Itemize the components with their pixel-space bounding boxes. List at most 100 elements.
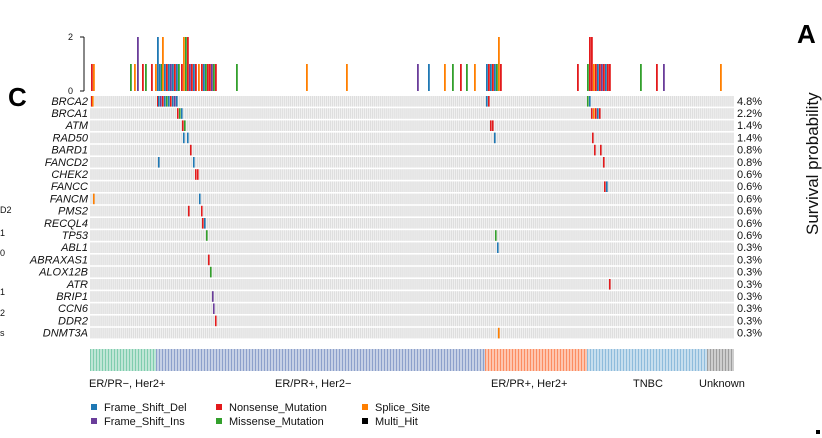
gene-label: ABL1 bbox=[60, 242, 88, 254]
subtype-cell bbox=[645, 349, 647, 371]
gene-label: ATR bbox=[66, 279, 88, 291]
legend-swatch bbox=[216, 404, 222, 410]
gene-label: CCN6 bbox=[58, 303, 89, 315]
subtype-cell bbox=[633, 349, 635, 371]
subtype-cell bbox=[316, 349, 318, 371]
subtype-cell bbox=[599, 349, 600, 371]
subtype-cell bbox=[268, 349, 270, 371]
subtype-cell bbox=[121, 349, 123, 371]
subtype-cell bbox=[576, 349, 578, 371]
legend-swatch bbox=[91, 404, 97, 410]
sample-mutation-bar bbox=[656, 64, 658, 91]
subtype-cell bbox=[450, 349, 451, 371]
subtype-cell bbox=[334, 349, 336, 371]
subtype-cell bbox=[421, 349, 423, 371]
sample-mutation-bar bbox=[215, 64, 217, 91]
subtype-cell bbox=[351, 349, 352, 371]
subtype-cell bbox=[704, 349, 705, 371]
subtype-cell bbox=[166, 349, 168, 371]
subtype-cell bbox=[678, 349, 680, 371]
subtype-cell bbox=[249, 349, 250, 371]
subtype-cell bbox=[453, 349, 454, 371]
subtype-cell bbox=[420, 349, 421, 371]
subtype-cell bbox=[521, 349, 522, 371]
gene-label: DNMT3A bbox=[43, 328, 88, 340]
subtype-cell bbox=[429, 349, 430, 371]
subtype-cell bbox=[701, 349, 702, 371]
mutation-cell bbox=[168, 96, 170, 107]
subtype-cell bbox=[486, 349, 488, 371]
subtype-cell bbox=[660, 349, 662, 371]
subtype-cell bbox=[585, 349, 587, 371]
top-mutation-bars bbox=[91, 37, 722, 91]
subtype-cell bbox=[312, 349, 313, 371]
subtype-cell bbox=[587, 349, 588, 371]
mutation-cell bbox=[589, 96, 591, 107]
subtype-cell bbox=[731, 349, 732, 371]
sample-mutation-bar bbox=[198, 64, 200, 91]
subtype-cell bbox=[270, 349, 271, 371]
subtype-cell bbox=[241, 349, 243, 371]
mutation-cell bbox=[91, 96, 93, 107]
subtype-cell bbox=[687, 349, 689, 371]
subtype-cell bbox=[672, 349, 674, 371]
subtype-cell bbox=[301, 349, 303, 371]
sample-mutation-bar bbox=[444, 64, 446, 91]
subtype-cell bbox=[608, 349, 609, 371]
subtype-cell bbox=[346, 349, 348, 371]
subtype-cell bbox=[617, 349, 618, 371]
subtype-cell bbox=[519, 349, 521, 371]
legend-label: Nonsense_Mutation bbox=[229, 402, 327, 414]
subtype-cell bbox=[524, 349, 525, 371]
mutation-cell bbox=[182, 120, 184, 131]
subtype-cell bbox=[159, 349, 160, 371]
cut-label: D2 bbox=[0, 205, 12, 215]
sample-mutation-bar bbox=[195, 64, 197, 91]
gene-percent: 0.6% bbox=[737, 218, 762, 230]
subtype-cell bbox=[578, 349, 579, 371]
subtype-cell bbox=[726, 349, 728, 371]
mutation-cell bbox=[166, 96, 168, 107]
sample-mutation-bar bbox=[145, 64, 147, 91]
subtype-cell bbox=[283, 349, 285, 371]
mutation-cell bbox=[587, 96, 589, 107]
subtype-cell bbox=[471, 349, 472, 371]
subtype-cell bbox=[267, 349, 268, 371]
subtype-cell bbox=[561, 349, 563, 371]
subtype-cell bbox=[705, 349, 707, 371]
subtype-cell bbox=[97, 349, 99, 371]
subtype-cell bbox=[668, 349, 669, 371]
mutation-cell bbox=[157, 96, 159, 107]
subtype-cell bbox=[497, 349, 498, 371]
subtype-cell bbox=[288, 349, 289, 371]
mutation-cell bbox=[184, 120, 186, 131]
sample-mutation-bar bbox=[306, 64, 308, 91]
subtype-cell bbox=[602, 349, 603, 371]
subtype-label: ER/PR−, Her2+ bbox=[89, 378, 165, 390]
sample-mutation-bar bbox=[187, 37, 189, 91]
subtype-cell bbox=[642, 349, 644, 371]
subtype-cell bbox=[696, 349, 698, 371]
mutation-cell bbox=[215, 315, 217, 327]
subtype-cell bbox=[306, 349, 307, 371]
gene-label: PMS2 bbox=[58, 206, 88, 218]
subtype-cell bbox=[396, 349, 397, 371]
subtype-cell bbox=[475, 349, 477, 371]
subtype-cell bbox=[250, 349, 252, 371]
subtype-cell bbox=[120, 349, 121, 371]
subtype-cell bbox=[510, 349, 512, 371]
subtype-cell bbox=[729, 349, 731, 371]
subtype-cell bbox=[584, 349, 585, 371]
subtype-cell bbox=[366, 349, 367, 371]
mutation-cell bbox=[179, 108, 181, 119]
subtype-cell bbox=[708, 349, 710, 371]
sample-mutation-bar bbox=[490, 64, 492, 91]
sample-mutation-bar bbox=[159, 64, 161, 91]
subtype-cell bbox=[280, 349, 282, 371]
top-tick-0: 0 bbox=[68, 86, 73, 96]
sample-mutation-bar bbox=[496, 64, 498, 91]
subtype-cell bbox=[108, 349, 109, 371]
subtype-cell bbox=[198, 349, 199, 371]
subtype-cell bbox=[406, 349, 408, 371]
subtype-cell bbox=[474, 349, 475, 371]
